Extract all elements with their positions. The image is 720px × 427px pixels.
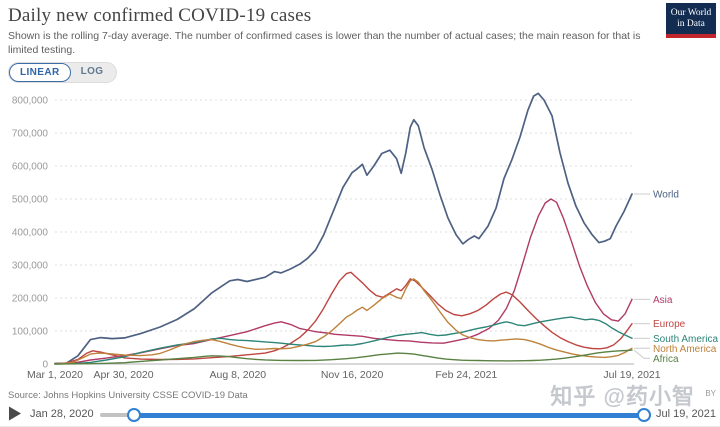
owid-logo-line1: Our World xyxy=(671,8,712,19)
y-tick-label: 100,000 xyxy=(12,327,49,338)
legend-label-asia[interactable]: Asia xyxy=(653,295,673,306)
x-tick-label: Aug 8, 2020 xyxy=(209,369,266,381)
legend-label-europe[interactable]: Europe xyxy=(653,319,686,330)
y-tick-label: 500,000 xyxy=(12,195,49,206)
y-tick-label: 300,000 xyxy=(12,261,49,272)
y-tick-label: 700,000 xyxy=(12,129,49,140)
legend-label-africa[interactable]: Africa xyxy=(653,354,679,365)
legend-connector xyxy=(634,350,650,358)
y-tick-label: 600,000 xyxy=(12,162,49,173)
play-icon xyxy=(9,407,21,421)
scale-toggle: LINEAR LOG xyxy=(8,62,117,83)
chart-canvas[interactable]: 0100,000200,000300,000400,000500,000600,… xyxy=(0,84,720,382)
y-tick-label: 200,000 xyxy=(12,294,49,305)
x-tick-label: Mar 1, 2020 xyxy=(27,369,83,381)
legend-label-world[interactable]: World xyxy=(653,190,679,201)
timeline-track-inactive[interactable] xyxy=(100,413,130,417)
series-line-europe[interactable] xyxy=(55,272,632,364)
series-line-south-america[interactable] xyxy=(55,317,632,364)
timeline-end-label: Jul 19, 2021 xyxy=(656,408,716,420)
x-tick-label: Nov 16, 2020 xyxy=(321,369,384,381)
owid-logo-line2: in Data xyxy=(677,19,705,30)
y-tick-label: 800,000 xyxy=(12,96,49,107)
play-button[interactable] xyxy=(8,406,22,421)
series-line-world[interactable] xyxy=(55,93,632,363)
linear-button[interactable]: LINEAR xyxy=(9,63,71,82)
timeline-track-active[interactable] xyxy=(130,413,643,418)
log-button[interactable]: LOG xyxy=(71,63,116,82)
page-title: Daily new confirmed COVID-19 cases xyxy=(8,5,311,27)
license-text: BY xyxy=(705,389,716,398)
series-line-asia[interactable] xyxy=(55,199,632,364)
x-tick-label: Apr 30, 2020 xyxy=(93,369,153,381)
timeline-start-label: Jan 28, 2020 xyxy=(30,408,94,420)
timeline-handle-end[interactable] xyxy=(637,408,651,422)
x-tick-label: Feb 24, 2021 xyxy=(435,369,497,381)
watermark-text: 知乎 @药小智 xyxy=(550,379,695,411)
owid-logo[interactable]: Our World in Data xyxy=(666,3,716,38)
y-tick-label: 400,000 xyxy=(12,228,49,239)
chart-subtitle: Shown is the rolling 7-day average. The … xyxy=(8,30,663,57)
timeline-handle-start[interactable] xyxy=(127,408,141,422)
source-text: Source: Johns Hopkins University CSSE CO… xyxy=(8,390,248,401)
